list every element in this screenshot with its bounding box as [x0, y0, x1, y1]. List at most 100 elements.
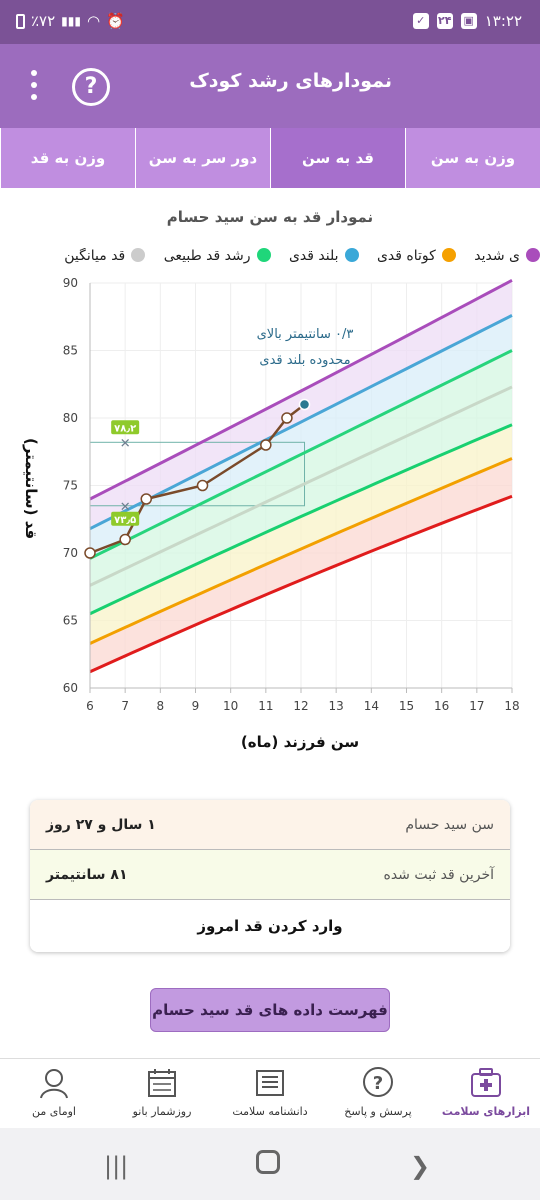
measurement-point	[84, 547, 96, 559]
app-bar: نمودارهای رشد کودک ?	[0, 44, 540, 128]
x-tick-label: 10	[223, 699, 238, 713]
range-marker-badge	[111, 420, 140, 435]
range-marker-x: ✕	[120, 436, 131, 451]
question-icon: ?	[363, 1067, 393, 1097]
x-tick-label: 16	[434, 699, 449, 713]
range-marker-x: ✕	[120, 500, 131, 515]
measurement-point	[260, 439, 272, 451]
chart-legend: ی شدید کوتاه قدی بلند قدی رشد قد طبیعی ق…	[0, 248, 540, 272]
tab-weight-height[interactable]: وزن به قد	[0, 128, 135, 188]
health-tools-icon	[471, 1068, 501, 1097]
svg-text:?: ?	[373, 1073, 383, 1094]
y-tick-label: 90	[63, 278, 78, 290]
profile-icon	[40, 1069, 68, 1099]
status-left: ٪۷۲ ▮▮▮ ◠ ⏰	[16, 12, 125, 30]
nav-calendar[interactable]: روزشمار بانو	[108, 1059, 216, 1128]
y-axis-label: قد (سانتیمتر)	[22, 438, 40, 540]
nav-profile[interactable]: اومای من	[0, 1059, 108, 1128]
calendar-icon	[148, 1069, 176, 1097]
range-marker-label: ۷۳٫۵	[114, 515, 136, 526]
nav-label: روزشمار بانو	[132, 1105, 192, 1118]
growth-curve-severe_top	[89, 278, 513, 501]
legend-dot	[526, 248, 540, 262]
legend-item: قد میانگین	[64, 248, 146, 264]
x-tick-label: 6	[86, 699, 94, 713]
growth-curve-mean	[89, 385, 513, 587]
chart-tabs: وزن به سن قد به سن دور سر به سن وزن به ق…	[0, 128, 540, 188]
legend-dot	[344, 248, 359, 262]
growth-curve-severe_short	[89, 494, 513, 674]
range-band	[90, 424, 512, 644]
legend-item: ی شدید	[474, 248, 540, 264]
measurement-point	[196, 479, 209, 492]
age-row: سن سید حسام ۱ سال و ۲۷ روز	[30, 800, 510, 850]
x-tick-label: 7	[121, 699, 129, 713]
growth-curve-normal_bottom	[89, 423, 513, 616]
x-tick-label: 18	[504, 699, 519, 713]
help-icon[interactable]: ?	[72, 68, 110, 106]
legend-dot	[256, 248, 271, 262]
latest-measurement-point	[298, 398, 311, 411]
nav-health-tools[interactable]: ابزارهای سلامت	[432, 1059, 540, 1128]
x-tick-label: 8	[157, 699, 165, 713]
measurement-point	[119, 533, 131, 546]
battery-icon	[16, 13, 25, 29]
range-band	[90, 315, 512, 559]
tab-head-age[interactable]: دور سر به سن	[135, 128, 270, 188]
recent-apps-icon[interactable]: |||	[104, 1152, 129, 1180]
nav-label: اومای من	[32, 1105, 76, 1118]
age-label: سن سید حسام	[405, 816, 494, 833]
range-band	[90, 458, 512, 672]
legend-dot	[131, 248, 146, 262]
y-tick-label: 75	[63, 479, 78, 493]
range-marker-label: ۷۸٫۲	[114, 423, 136, 434]
measurement-point	[140, 493, 153, 505]
content-area: نمودار قد به سن سید حسام ی شدید کوتاه قد…	[0, 188, 540, 1058]
bottom-nav: ابزارهای سلامت ? پرسش و پاسخ دانشنامه سل…	[0, 1058, 540, 1128]
growth-curve-normal_top	[89, 349, 513, 560]
measurement-point	[281, 412, 293, 424]
age-value: ۱ سال و ۲۷ روز	[46, 816, 156, 833]
chart-annotation: محدوده بلند قدی	[259, 353, 350, 368]
enter-height-button[interactable]: وارد کردن قد امروز	[30, 900, 510, 952]
system-nav-bar: ||| ❯	[0, 1128, 540, 1200]
info-card: سن سید حسام ۱ سال و ۲۷ روز آخرین قد ثبت …	[30, 800, 510, 952]
range-band	[90, 350, 512, 614]
chart-annotation: ۰/۳ سانتیمتر بالای	[257, 327, 354, 342]
page-title: نمودارهای رشد کودک	[189, 70, 392, 92]
y-tick-label: 65	[63, 614, 78, 628]
x-tick-label: 15	[399, 699, 414, 713]
battery-level: ٪۷۲	[31, 12, 56, 30]
legend-dot	[441, 248, 456, 262]
nav-label: دانشنامه سلامت	[232, 1105, 308, 1118]
alarm-icon: ⏰	[106, 12, 125, 30]
height-row: آخرین قد ثبت شده ۸۱ سانتیمتر	[30, 850, 510, 900]
encyclopedia-icon	[256, 1070, 284, 1096]
nav-qa[interactable]: ? پرسش و پاسخ	[324, 1059, 432, 1128]
height-list-button[interactable]: فهرست داده های قد سید حسام	[150, 988, 390, 1032]
legend-item: رشد قد طبیعی	[164, 248, 271, 264]
y-tick-label: 70	[63, 546, 78, 560]
wifi-icon: ◠	[86, 12, 101, 30]
chart-title: نمودار قد به سن سید حسام	[166, 208, 374, 226]
tab-height-age[interactable]: قد به سن	[270, 128, 405, 188]
legend-item: بلند قدی	[289, 248, 359, 264]
x-tick-label: 11	[258, 699, 273, 713]
x-tick-label: 13	[329, 699, 344, 713]
y-tick-label: 85	[63, 344, 78, 358]
more-menu-icon[interactable]	[28, 70, 40, 104]
x-tick-label: 9	[192, 699, 200, 713]
tab-weight-age[interactable]: وزن به سن	[405, 128, 540, 188]
nav-label: ابزارهای سلامت	[441, 1105, 531, 1118]
height-label: آخرین قد ثبت شده	[383, 866, 495, 883]
nav-encyclopedia[interactable]: دانشنامه سلامت	[216, 1059, 324, 1128]
notification-count-badge: ۲۴	[436, 13, 453, 29]
back-icon[interactable]: ❯	[410, 1152, 431, 1180]
home-icon[interactable]	[256, 1150, 280, 1174]
height-value: ۸۱ سانتیمتر	[46, 866, 128, 883]
image-notification-icon: ▣	[460, 13, 477, 29]
status-bar: ✓ ۲۴ ▣ ۱۳:۲۲ ٪۷۲ ▮▮▮ ◠ ⏰	[0, 0, 540, 44]
height-chart: 6 7 8 9 10 11 12 13 14 15 16 17 18 60 65 70 75 80 85 90 ✕ ۷۸٫…	[63, 278, 520, 713]
y-tick-label: 60	[63, 681, 78, 695]
x-tick-label: 14	[364, 699, 379, 713]
